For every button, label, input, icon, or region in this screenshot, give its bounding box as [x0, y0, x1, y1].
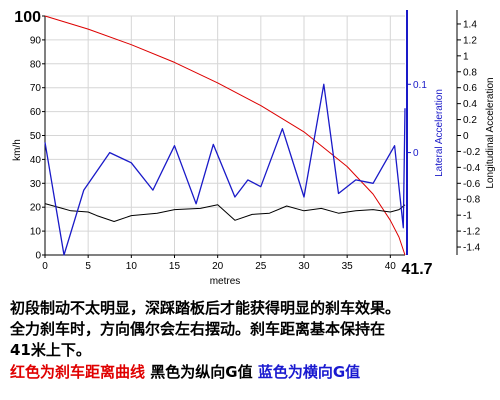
longitudinal-tick-label-6: 0.2	[463, 115, 477, 126]
longitudinal-tick-label-4: 0.6	[463, 83, 477, 94]
longitudinal-g-curve	[44, 203, 406, 222]
caption-line-2: 全力刹车时，方向偶尔会左右摆动。刹车距离基本保持在	[10, 320, 386, 338]
longitudinal-tick-label-9: -0.4	[463, 163, 481, 174]
x-axis-label: metres	[210, 276, 241, 287]
x-tick-label-2: 10	[126, 261, 138, 272]
legend-black-text: 黑色为纵向G值	[150, 363, 253, 381]
longitudinal-tick-label-8: -0.2	[463, 147, 481, 158]
x-end-label: 41.7	[401, 261, 432, 278]
caption-legend: 红色为刹车距离曲线 黑色为纵向G值 蓝色为横向G值	[10, 362, 495, 383]
caption-line-3: 41米上下。	[10, 341, 91, 359]
legend-blue-text: 蓝色为横向G值	[257, 363, 361, 381]
longitudinal-tick-label-5: 0.4	[463, 99, 477, 110]
left-tick-label-6: 40	[30, 155, 42, 166]
x-tick-label-1: 5	[85, 261, 91, 272]
left-axis-label: km/h	[12, 139, 23, 161]
caption-line-1: 初段制动不太明显，深踩踏板后才能获得明显的刹车效果。	[10, 299, 401, 317]
longitudinal-tick-label-2: 1	[463, 51, 469, 62]
speed-curve	[44, 15, 406, 256]
x-tick-label-3: 15	[169, 261, 181, 272]
lateral-tick-label-1: 0	[413, 148, 419, 159]
x-tick-label-4: 20	[212, 261, 224, 272]
left-tick-label-5: 50	[30, 131, 42, 142]
left-tick-label-3: 70	[30, 83, 42, 94]
x-tick-label-7: 35	[342, 261, 354, 272]
longitudinal-tick-label-13: -1.2	[463, 227, 481, 238]
left-tick-label-10: 0	[35, 251, 41, 262]
lateral-tick-label-0: 0.1	[413, 80, 427, 91]
left-tick-label-1: 90	[30, 35, 42, 46]
lateral-g-curve	[44, 83, 406, 256]
left-tick-label-2: 80	[30, 59, 42, 70]
legend-red-text: 红色为刹车距离曲线	[10, 363, 146, 381]
longitudinal-tick-label-14: -1.4	[463, 243, 481, 254]
longitudinal-tick-label-7: 0	[463, 131, 469, 142]
longitudinal-tick-label-1: 1.2	[463, 35, 477, 46]
longitudinal-tick-label-0: 1.4	[463, 19, 477, 30]
longitudinal-axis-label: Longitudinal Acceleration	[485, 77, 496, 188]
x-tick-label-0: 0	[42, 261, 48, 272]
x-tick-label-5: 25	[255, 261, 267, 272]
longitudinal-tick-label-3: 0.8	[463, 67, 477, 78]
longitudinal-tick-label-11: -0.8	[463, 195, 481, 206]
x-tick-label-8: 40	[385, 261, 397, 272]
left-tick-label-7: 30	[30, 179, 42, 190]
left-tick-label-4: 60	[30, 107, 42, 118]
left-tick-label-9: 10	[30, 227, 42, 238]
longitudinal-tick-label-10: -0.6	[463, 179, 481, 190]
lateral-axis-label: Lateral Acceleration	[434, 89, 445, 177]
longitudinal-tick-label-12: -1	[463, 211, 472, 222]
x-tick-label-6: 30	[298, 261, 310, 272]
left-tick-label-0: 100	[14, 9, 41, 26]
left-tick-label-8: 20	[30, 203, 42, 214]
